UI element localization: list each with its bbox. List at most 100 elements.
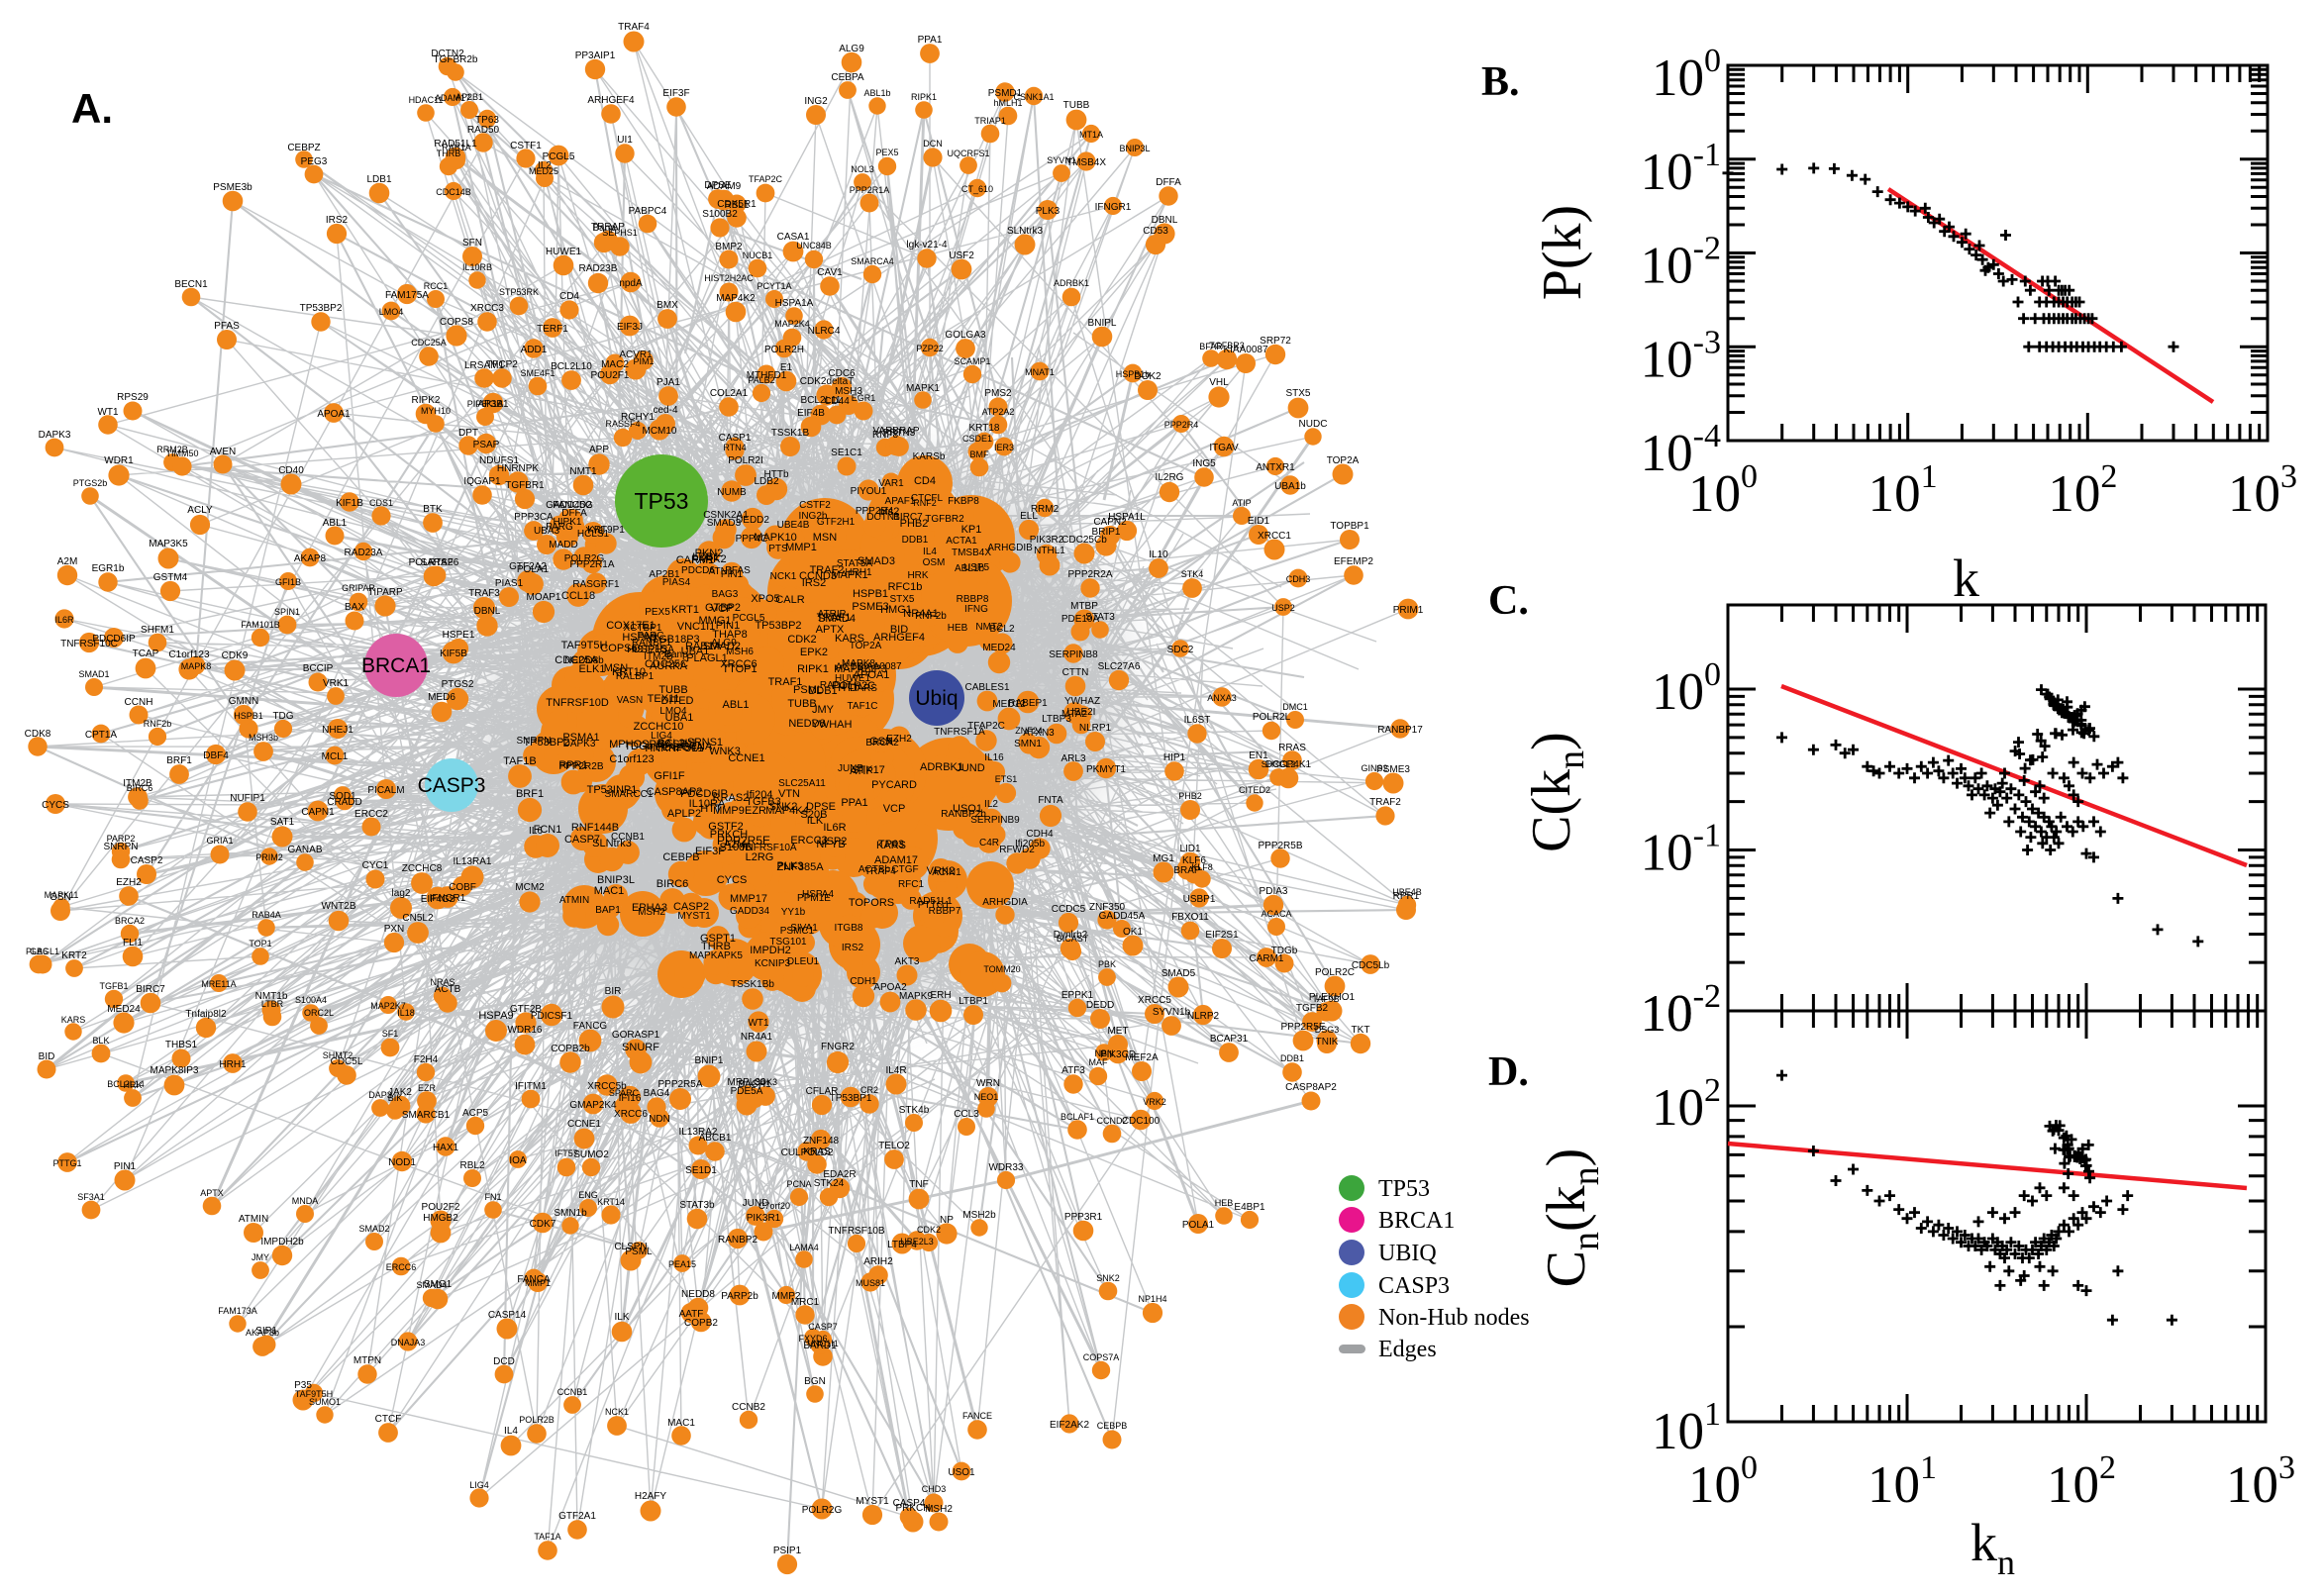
svg-text:SYVN1b: SYVN1b [1153, 1007, 1191, 1018]
svg-text:IOA: IOA [509, 1155, 527, 1166]
svg-text:JUNB: JUNB [838, 763, 863, 774]
svg-text:PDCD6: PDCD6 [681, 565, 715, 576]
svg-text:C7orf20: C7orf20 [758, 1201, 790, 1211]
svg-text:ABL1b: ABL1b [863, 88, 890, 98]
svg-text:THBS1: THBS1 [165, 1040, 198, 1050]
svg-text:STK17: STK17 [852, 764, 885, 776]
svg-text:ANTXR1: ANTXR1 [1256, 462, 1295, 473]
svg-text:MYH10: MYH10 [421, 406, 451, 416]
svg-text:TMSB4X: TMSB4X [952, 548, 991, 558]
svg-text:GINS2: GINS2 [1361, 763, 1387, 773]
svg-text:APTX: APTX [200, 1188, 224, 1198]
svg-text:CCL18: CCL18 [561, 590, 595, 602]
svg-text:KRT2: KRT2 [61, 950, 87, 961]
svg-text:MUS81: MUS81 [856, 1278, 885, 1288]
svg-text:MAPK1: MAPK1 [831, 569, 867, 581]
svg-text:OK1: OK1 [1123, 927, 1143, 938]
svg-text:IFI16: IFI16 [619, 1093, 642, 1104]
svg-text:MYST1: MYST1 [856, 1496, 889, 1507]
svg-text:GFI1B: GFI1B [275, 577, 301, 587]
svg-text:PEG3: PEG3 [301, 156, 328, 167]
svg-text:MAP2K7: MAP2K7 [370, 1001, 406, 1011]
svg-text:RFC1: RFC1 [898, 879, 925, 890]
svg-text:IRS2: IRS2 [802, 577, 826, 589]
svg-text:ABL1: ABL1 [723, 699, 750, 711]
svg-text:ELK1: ELK1 [579, 663, 606, 675]
svg-text:VAR1: VAR1 [878, 478, 904, 489]
svg-text:ILK: ILK [807, 815, 824, 827]
svg-text:COPS8: COPS8 [440, 317, 473, 328]
svg-text:EZH2: EZH2 [886, 734, 912, 745]
svg-text:BIRC7: BIRC7 [136, 984, 165, 995]
svg-text:NLRP1: NLRP1 [1079, 723, 1112, 734]
svg-text:WNT2B: WNT2B [322, 901, 356, 912]
svg-text:BID: BID [39, 1051, 55, 1062]
svg-text:Tnfaip8l2: Tnfaip8l2 [185, 1009, 227, 1020]
svg-text:PSAP: PSAP [473, 440, 500, 450]
svg-text:Ifi205b: Ifi205b [1015, 839, 1045, 849]
svg-text:CEBPB: CEBPB [1097, 1421, 1128, 1431]
svg-text:MCM2: MCM2 [515, 882, 545, 893]
svg-text:CCNE1: CCNE1 [728, 752, 764, 764]
svg-text:VARBRAP: VARBRAP [872, 426, 919, 437]
svg-text:FBXO11: FBXO11 [1171, 912, 1209, 923]
svg-text:STAT3b: STAT3b [679, 1200, 715, 1211]
svg-text:XRCC6: XRCC6 [614, 1109, 648, 1120]
svg-text:THAP8: THAP8 [712, 629, 747, 641]
svg-text:GOLGA3: GOLGA3 [945, 330, 986, 341]
svg-text:FCN1: FCN1 [534, 824, 562, 836]
svg-text:MSH2b: MSH2b [962, 1210, 996, 1221]
svg-text:PSME3: PSME3 [852, 601, 888, 613]
svg-text:PFAS: PFAS [725, 565, 751, 576]
svg-text:Ubiq: Ubiq [915, 687, 958, 710]
svg-text:GTF2A2: GTF2A2 [509, 561, 547, 572]
svg-text:PKMYT1: PKMYT1 [1086, 764, 1126, 775]
svg-text:CDC100: CDC100 [1122, 1116, 1161, 1127]
svg-text:SERPINB8: SERPINB8 [1049, 649, 1098, 660]
svg-text:AKAP8b: AKAP8b [246, 1328, 279, 1338]
svg-text:PEX5: PEX5 [645, 607, 670, 618]
svg-text:DAPK3: DAPK3 [39, 430, 71, 441]
svg-text:KIAA0087: KIAA0087 [1223, 345, 1267, 355]
svg-text:HRH1: HRH1 [219, 1059, 247, 1070]
svg-text:BCCIP: BCCIP [303, 663, 334, 674]
svg-text:DCN: DCN [923, 139, 943, 149]
svg-text:CEBPA: CEBPA [831, 72, 863, 83]
svg-text:PDCD6IP: PDCD6IP [680, 788, 728, 800]
svg-text:MSH2: MSH2 [638, 907, 665, 918]
svg-text:HTT: HTT [700, 803, 722, 815]
svg-text:USBP1: USBP1 [1183, 894, 1216, 905]
svg-text:FANCE: FANCE [962, 1411, 992, 1421]
svg-text:MAPK8IP3: MAPK8IP3 [834, 663, 887, 675]
svg-text:CFLAR: CFLAR [806, 1086, 839, 1097]
svg-text:AVEN: AVEN [210, 447, 237, 457]
svg-text:ACTB: ACTB [835, 661, 863, 673]
svg-text:EDA2R: EDA2R [823, 1169, 856, 1180]
svg-text:RFC1b: RFC1b [888, 581, 923, 593]
svg-text:SHFM1: SHFM1 [141, 625, 174, 636]
svg-text:MED6: MED6 [428, 692, 455, 703]
svg-text:KIF1B: KIF1B [336, 498, 363, 509]
svg-text:CASP2: CASP2 [131, 855, 163, 866]
svg-text:RNF2b: RNF2b [144, 719, 172, 729]
svg-text:NUDC: NUDC [1299, 419, 1328, 430]
svg-text:STK4b: STK4b [899, 1105, 930, 1116]
svg-text:PIYOU1: PIYOU1 [851, 486, 887, 497]
svg-text:ING2b: ING2b [799, 511, 828, 522]
svg-text:TRRAP: TRRAP [591, 222, 625, 233]
svg-text:PLK3: PLK3 [777, 860, 804, 872]
svg-text:IMPDH2b: IMPDH2b [260, 1237, 304, 1247]
svg-text:PTTG1: PTTG1 [52, 1158, 81, 1168]
svg-text:VRK2: VRK2 [927, 865, 956, 877]
svg-text:PSMA1: PSMA1 [562, 732, 599, 744]
svg-text:NLRP2: NLRP2 [1187, 1011, 1220, 1022]
svg-text:TOP1: TOP1 [249, 939, 271, 948]
svg-text:DOK2: DOK2 [1134, 371, 1162, 382]
svg-text:PPP2R5E: PPP2R5E [1280, 1022, 1325, 1033]
svg-text:PSME3b: PSME3b [213, 182, 252, 193]
svg-text:CCND2: CCND2 [1096, 1116, 1127, 1126]
svg-text:PHB2: PHB2 [1178, 791, 1202, 801]
svg-text:GTF2A1: GTF2A1 [558, 1511, 596, 1522]
svg-text:SARS2: SARS2 [421, 557, 454, 568]
svg-text:VTN: VTN [778, 788, 800, 800]
